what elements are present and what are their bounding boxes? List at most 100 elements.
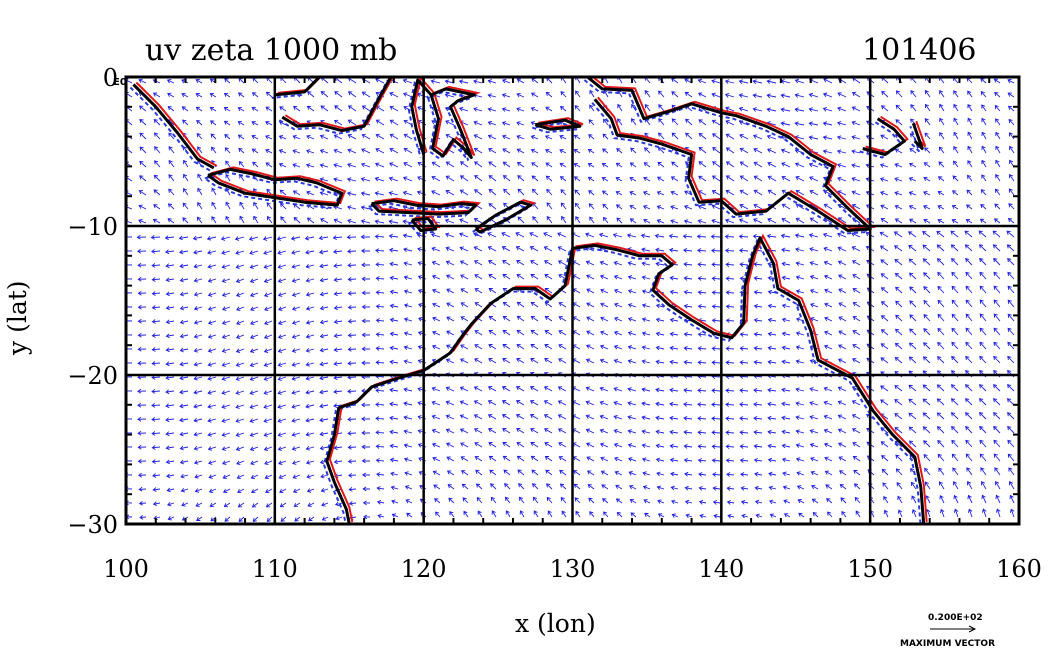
wind-vector	[126, 248, 133, 254]
wind-vector	[446, 316, 455, 322]
wind-vector	[249, 334, 259, 340]
wind-vector	[598, 232, 609, 238]
wind-vector	[629, 191, 637, 196]
wind-vector	[895, 90, 903, 98]
wind-vector	[251, 106, 259, 112]
wind-vector	[558, 302, 567, 308]
wind-vector	[641, 387, 651, 393]
wind-vector	[544, 274, 553, 280]
wind-vector	[697, 360, 707, 365]
wind-vector	[221, 320, 231, 325]
wind-vector	[613, 330, 623, 336]
wind-vector	[739, 430, 749, 435]
wind-vector	[346, 177, 357, 182]
wind-vector	[697, 78, 707, 84]
wind-vector	[599, 358, 609, 364]
wind-vector	[487, 400, 497, 406]
wind-vector	[193, 263, 203, 269]
wind-vector	[545, 106, 553, 112]
wind-vector	[739, 346, 749, 351]
wind-vector	[599, 442, 609, 448]
wind-vector	[435, 511, 441, 518]
wind-vector	[207, 362, 217, 367]
wind-vector	[430, 79, 441, 84]
y-axis-label: y (lat)	[3, 280, 32, 356]
wind-vector	[936, 258, 945, 266]
wind-vector	[711, 444, 721, 449]
wind-vector	[333, 319, 343, 325]
wind-vector	[613, 442, 623, 448]
wind-vector	[333, 389, 343, 395]
wind-vector	[908, 258, 917, 266]
wind-vector	[602, 203, 609, 210]
wind-vector	[575, 510, 581, 518]
wind-vector	[319, 445, 329, 451]
wind-vector	[656, 219, 665, 224]
wind-vector	[279, 106, 287, 112]
wind-vector	[265, 135, 273, 140]
wind-vector	[769, 499, 777, 505]
wind-vector	[810, 316, 819, 322]
wind-vector	[979, 271, 987, 280]
wind-vector	[333, 134, 343, 140]
wind-vector	[697, 219, 707, 224]
wind-vector	[376, 472, 385, 477]
wind-vector	[138, 204, 147, 210]
wind-vector	[851, 120, 861, 126]
wind-vector	[575, 216, 581, 224]
wind-vector	[502, 134, 511, 140]
wind-vector	[683, 289, 693, 295]
wind-vector	[474, 260, 483, 266]
wind-vector	[558, 344, 567, 350]
wind-vector	[738, 106, 749, 112]
wind-vector	[473, 414, 483, 420]
wind-vector	[445, 175, 455, 182]
wind-vector	[277, 278, 287, 283]
wind-vector	[894, 245, 903, 252]
wind-vector	[838, 288, 847, 294]
wind-vector	[753, 401, 763, 407]
wind-vector	[211, 201, 217, 210]
wind-vector	[474, 161, 483, 168]
wind-vector	[389, 275, 399, 281]
wind-vector	[516, 455, 525, 462]
wind-vector	[225, 173, 231, 182]
wind-vector	[473, 147, 483, 154]
wind-vector	[488, 316, 497, 322]
wind-vector	[558, 358, 567, 364]
wind-vector	[154, 146, 161, 154]
wind-vector	[402, 233, 413, 239]
wind-vector	[614, 316, 623, 322]
wind-vector	[501, 107, 511, 112]
wind-vector	[753, 275, 763, 281]
wind-vector	[923, 342, 931, 350]
wind-vector	[375, 276, 385, 281]
wind-vector	[403, 359, 413, 364]
wind-vector	[277, 348, 287, 353]
wind-vector	[738, 93, 749, 98]
wind-vector	[992, 244, 1001, 252]
wind-vector	[753, 429, 763, 435]
wind-vector	[880, 218, 889, 224]
wind-vector	[210, 516, 217, 522]
wind-vector	[995, 174, 1001, 182]
wind-vector	[880, 259, 889, 266]
wind-vector	[627, 415, 637, 420]
wind-vector	[658, 90, 665, 98]
wind-vector	[837, 106, 847, 112]
wind-vector	[1007, 258, 1015, 266]
wind-vector	[768, 471, 777, 477]
wind-vector	[752, 79, 763, 85]
wind-vector	[655, 359, 665, 365]
wind-vector	[516, 260, 525, 266]
wind-vector	[808, 135, 819, 141]
wind-vector	[823, 414, 833, 420]
wind-vector	[950, 244, 959, 252]
wind-vector	[164, 235, 175, 241]
wind-vector	[516, 148, 525, 154]
wind-vector	[993, 285, 1001, 294]
wind-vector	[823, 203, 833, 210]
wind-vector	[910, 104, 917, 112]
wind-vector	[852, 442, 861, 448]
wind-vector	[263, 348, 273, 354]
